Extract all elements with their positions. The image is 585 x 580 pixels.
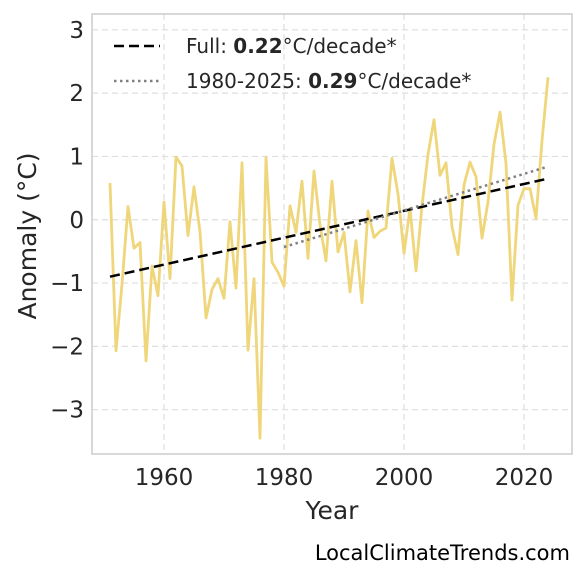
watermark: LocalClimateTrends.com	[315, 541, 570, 565]
y-tick-label: −1	[50, 271, 84, 297]
y-tick-label: 1	[69, 144, 84, 170]
y-tick-label: 3	[69, 18, 84, 44]
x-tick-label: 2000	[375, 465, 434, 491]
series-layer	[108, 77, 550, 440]
y-tick-label: −3	[50, 398, 84, 424]
y-tick-label: 0	[69, 208, 84, 234]
y-axis-title: Anomaly (°C)	[13, 152, 42, 319]
x-tick-label: 1980	[255, 465, 314, 491]
x-axis-title: Year	[305, 496, 360, 525]
y-tick-label: 2	[69, 81, 84, 107]
x-tick-label: 2020	[495, 465, 554, 491]
y-tick-labels: −3 −2 −1 0 1 2 3	[50, 18, 84, 424]
y-tick-label: −2	[50, 334, 84, 360]
legend: Full: 0.22°C/decade* 1980-2025: 0.29°C/d…	[114, 34, 471, 93]
anomaly-series-line	[108, 77, 550, 440]
x-tick-label: 1960	[135, 465, 194, 491]
recent-trend-line	[283, 165, 549, 249]
legend-label-full: Full: 0.22°C/decade*	[186, 34, 397, 58]
legend-label-recent: 1980-2025: 0.29°C/decade*	[186, 69, 471, 93]
grid	[92, 14, 572, 454]
x-tick-labels: 1960 1980 2000 2020	[135, 465, 554, 491]
plot-frame	[91, 13, 573, 455]
